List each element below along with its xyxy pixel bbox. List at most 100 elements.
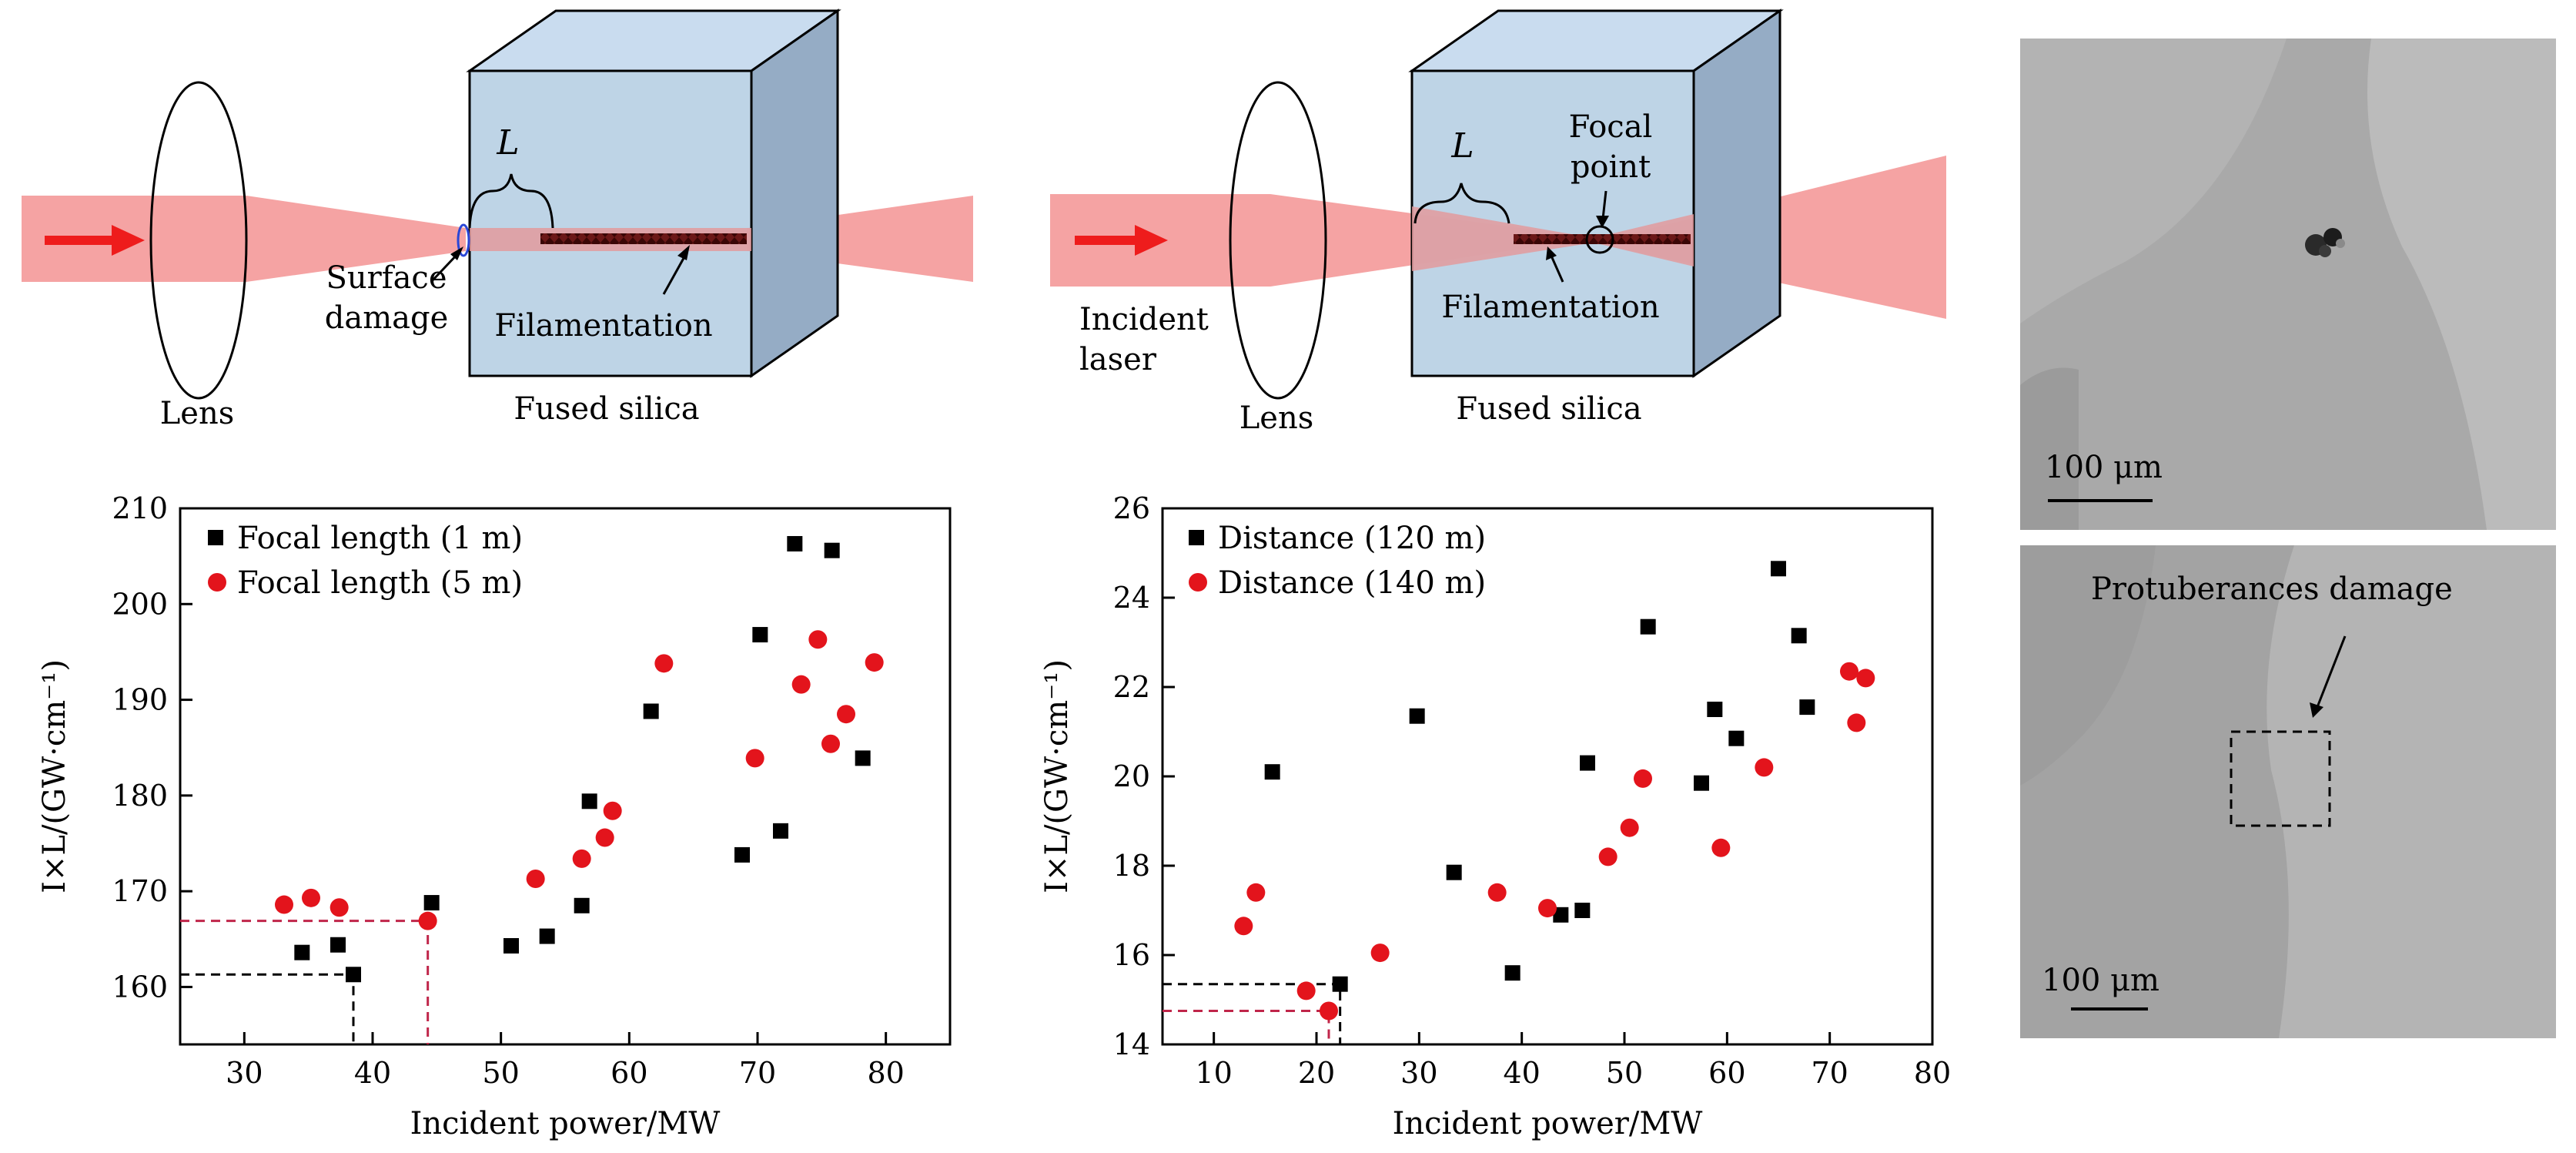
data-point-square: [346, 967, 361, 983]
y-tick-label: 16: [1113, 938, 1150, 972]
y-tick-label: 170: [112, 874, 168, 908]
data-point-circle: [526, 869, 545, 888]
data-point-circle: [1296, 981, 1316, 1000]
lens: [149, 81, 248, 400]
data-marks: [1234, 561, 1875, 1021]
diagram-left: L Surface damage Filamentation Lens Fuse…: [22, 8, 973, 431]
data-point-square: [294, 944, 310, 960]
tick-group: 30 40 50 60 70 80 160 170 180 190 200 210: [112, 491, 904, 1090]
data-point-square: [734, 846, 750, 863]
data-point-circle: [1320, 1001, 1338, 1021]
x-tick-label: 70: [739, 1056, 776, 1090]
guide-line: [180, 973, 355, 1044]
data-point-square: [1707, 702, 1723, 717]
lens: [1229, 81, 1327, 400]
data-point-circle: [1234, 917, 1253, 936]
data-point-circle: [1755, 758, 1774, 777]
damage-spot: [2305, 228, 2345, 257]
legend-label: Distance (120 m): [1218, 521, 1486, 556]
data-point-circle: [1847, 713, 1866, 732]
y-tick-label: 22: [1113, 670, 1150, 704]
data-point-square: [539, 928, 555, 944]
x-tick-label: 80: [867, 1056, 904, 1090]
plot-frame: [179, 507, 952, 1046]
data-point-circle: [275, 895, 293, 914]
y-tick-label: 14: [1113, 1027, 1150, 1061]
y-tick-label: 200: [112, 587, 168, 621]
data-point-circle: [302, 888, 320, 907]
filamentation-label: Filamentation: [494, 308, 712, 344]
filamentation-arrow: [662, 252, 688, 295]
guide-lines: [180, 920, 430, 1044]
y-tick-label: 26: [1113, 491, 1150, 525]
surface-damage-label: Surface: [326, 260, 447, 296]
data-point-square: [1332, 976, 1348, 992]
legend-marker-square: [208, 530, 223, 545]
data-point-square: [1799, 699, 1815, 716]
micrograph-bottom: Protuberances damage 100 μm: [2020, 545, 2556, 1038]
data-point-square: [855, 750, 871, 766]
data-point-circle: [791, 675, 811, 694]
data-point-square: [503, 937, 519, 954]
lens-label: Lens: [160, 396, 235, 431]
data-point-square: [1409, 708, 1425, 724]
length-label: L: [1450, 126, 1474, 166]
data-point-square: [643, 703, 659, 719]
filamentation-label: Filamentation: [1441, 290, 1659, 325]
scale-bar-label: 100 μm: [2042, 963, 2159, 998]
x-tick-label: 60: [1708, 1056, 1745, 1090]
data-point-circle: [837, 705, 855, 724]
guide-line: [1163, 1010, 1330, 1044]
data-point-square: [1791, 628, 1807, 644]
y-tick-label: 24: [1113, 581, 1150, 615]
annotation-arrow: [2316, 635, 2347, 708]
tick-group: 10 20 30 40 50 60 70 80 14 16 18 20 22 24 26: [1113, 491, 1952, 1090]
data-point-circle: [418, 911, 437, 930]
data-point-circle: [1370, 944, 1390, 963]
focal-point-arrow: [1601, 190, 1607, 220]
data-point-circle: [865, 653, 884, 672]
incident-laser-label: laser: [1079, 342, 1157, 377]
data-point-circle: [808, 630, 828, 649]
data-point-square: [1264, 764, 1280, 780]
filament: [540, 233, 747, 244]
data-point-circle: [1538, 899, 1557, 918]
legend-label: Distance (140 m): [1218, 565, 1486, 601]
surface-damage-mark: [457, 223, 470, 257]
legend-marker-circle: [1189, 573, 1207, 592]
data-point-square: [1694, 775, 1709, 791]
x-axis-label: Incident power/MW: [410, 1106, 721, 1141]
data-point-square: [1504, 965, 1521, 981]
filament: [1514, 234, 1691, 244]
incident-laser-label: Incident: [1079, 302, 1209, 337]
data-point-circle: [1711, 838, 1731, 857]
micrograph-top: 100 μm: [2020, 39, 2556, 530]
chart-left: 30 40 50 60 70 80 160 170 180 190 200 210 Focal len…: [37, 491, 952, 1141]
data-point-square: [423, 895, 440, 911]
data-point-circle: [745, 749, 764, 768]
lens-label: Lens: [1239, 401, 1314, 436]
y-axis-label: I×L/(GW·cm⁻¹): [1039, 659, 1075, 893]
length-brace: [1413, 183, 1510, 224]
data-point-circle: [654, 654, 674, 673]
laser-beam: [22, 196, 466, 282]
data-point-circle: [1246, 883, 1266, 902]
incident-arrow: [1075, 225, 1168, 256]
legend: Distance (120 m) Distance (140 m): [1189, 521, 1486, 601]
focal-point-label: Focal: [1569, 109, 1653, 145]
data-point-square: [574, 897, 590, 913]
data-point-square: [1580, 755, 1595, 771]
data-point-square: [1574, 903, 1591, 918]
legend-marker-circle: [208, 573, 226, 592]
laser-beam-exit: [747, 196, 973, 282]
x-tick-label: 40: [1503, 1056, 1540, 1090]
x-tick-label: 20: [1298, 1056, 1335, 1090]
data-point-circle: [1840, 662, 1858, 681]
data-point-circle: [595, 828, 614, 847]
block-label: Fused silica: [1456, 391, 1641, 427]
x-axis-label: Incident power/MW: [1393, 1106, 1703, 1141]
chart-middle: 10 20 30 40 50 60 70 80 14 16 18 20 22 24 26 Distance …: [1039, 491, 1951, 1141]
data-point-circle: [1856, 669, 1875, 688]
x-tick-label: 50: [1606, 1056, 1643, 1090]
block-label: Fused silica: [514, 391, 699, 427]
